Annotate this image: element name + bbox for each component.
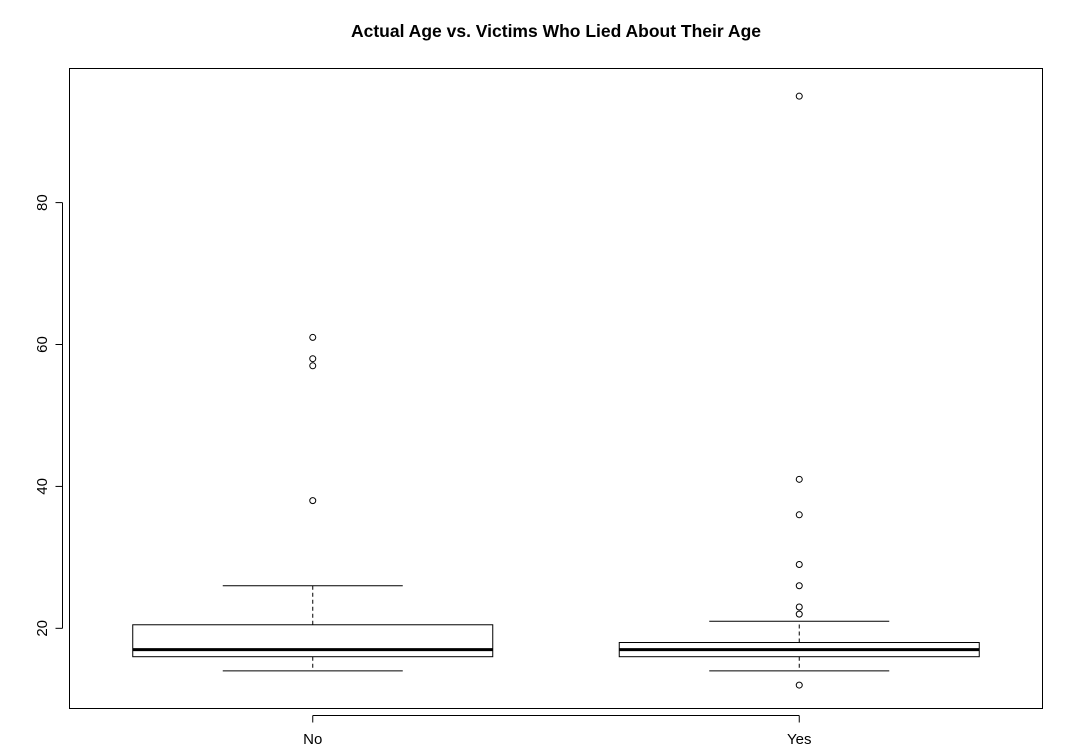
chart-title: Actual Age vs. Victims Who Lied About Th… (351, 21, 761, 41)
y-tick-label: 80 (34, 194, 51, 211)
outlier-point (795, 560, 803, 568)
y-tick-label: 20 (34, 620, 51, 637)
outlier-point (795, 610, 803, 618)
outlier-point (795, 92, 803, 100)
x-tick-label-yes: Yes (787, 731, 811, 748)
outlier-point (309, 362, 317, 370)
iqr-box (132, 624, 494, 658)
outlier-point (795, 603, 803, 611)
box-no (132, 333, 494, 672)
y-tick-label: 40 (34, 478, 51, 495)
outlier-point (309, 497, 317, 505)
x-axis: No Yes (303, 715, 811, 748)
x-tick-label-no: No (303, 731, 322, 748)
box-yes (618, 92, 980, 689)
y-axis: 20 40 60 80 (34, 194, 63, 637)
outlier-point (309, 333, 317, 341)
outlier-point (309, 355, 317, 363)
outlier-point (795, 475, 803, 483)
boxes (132, 92, 980, 689)
y-tick-label: 60 (34, 336, 51, 353)
outlier-point (795, 681, 803, 689)
plot-frame (69, 68, 1043, 709)
outlier-point (795, 582, 803, 590)
outlier-point (795, 511, 803, 519)
